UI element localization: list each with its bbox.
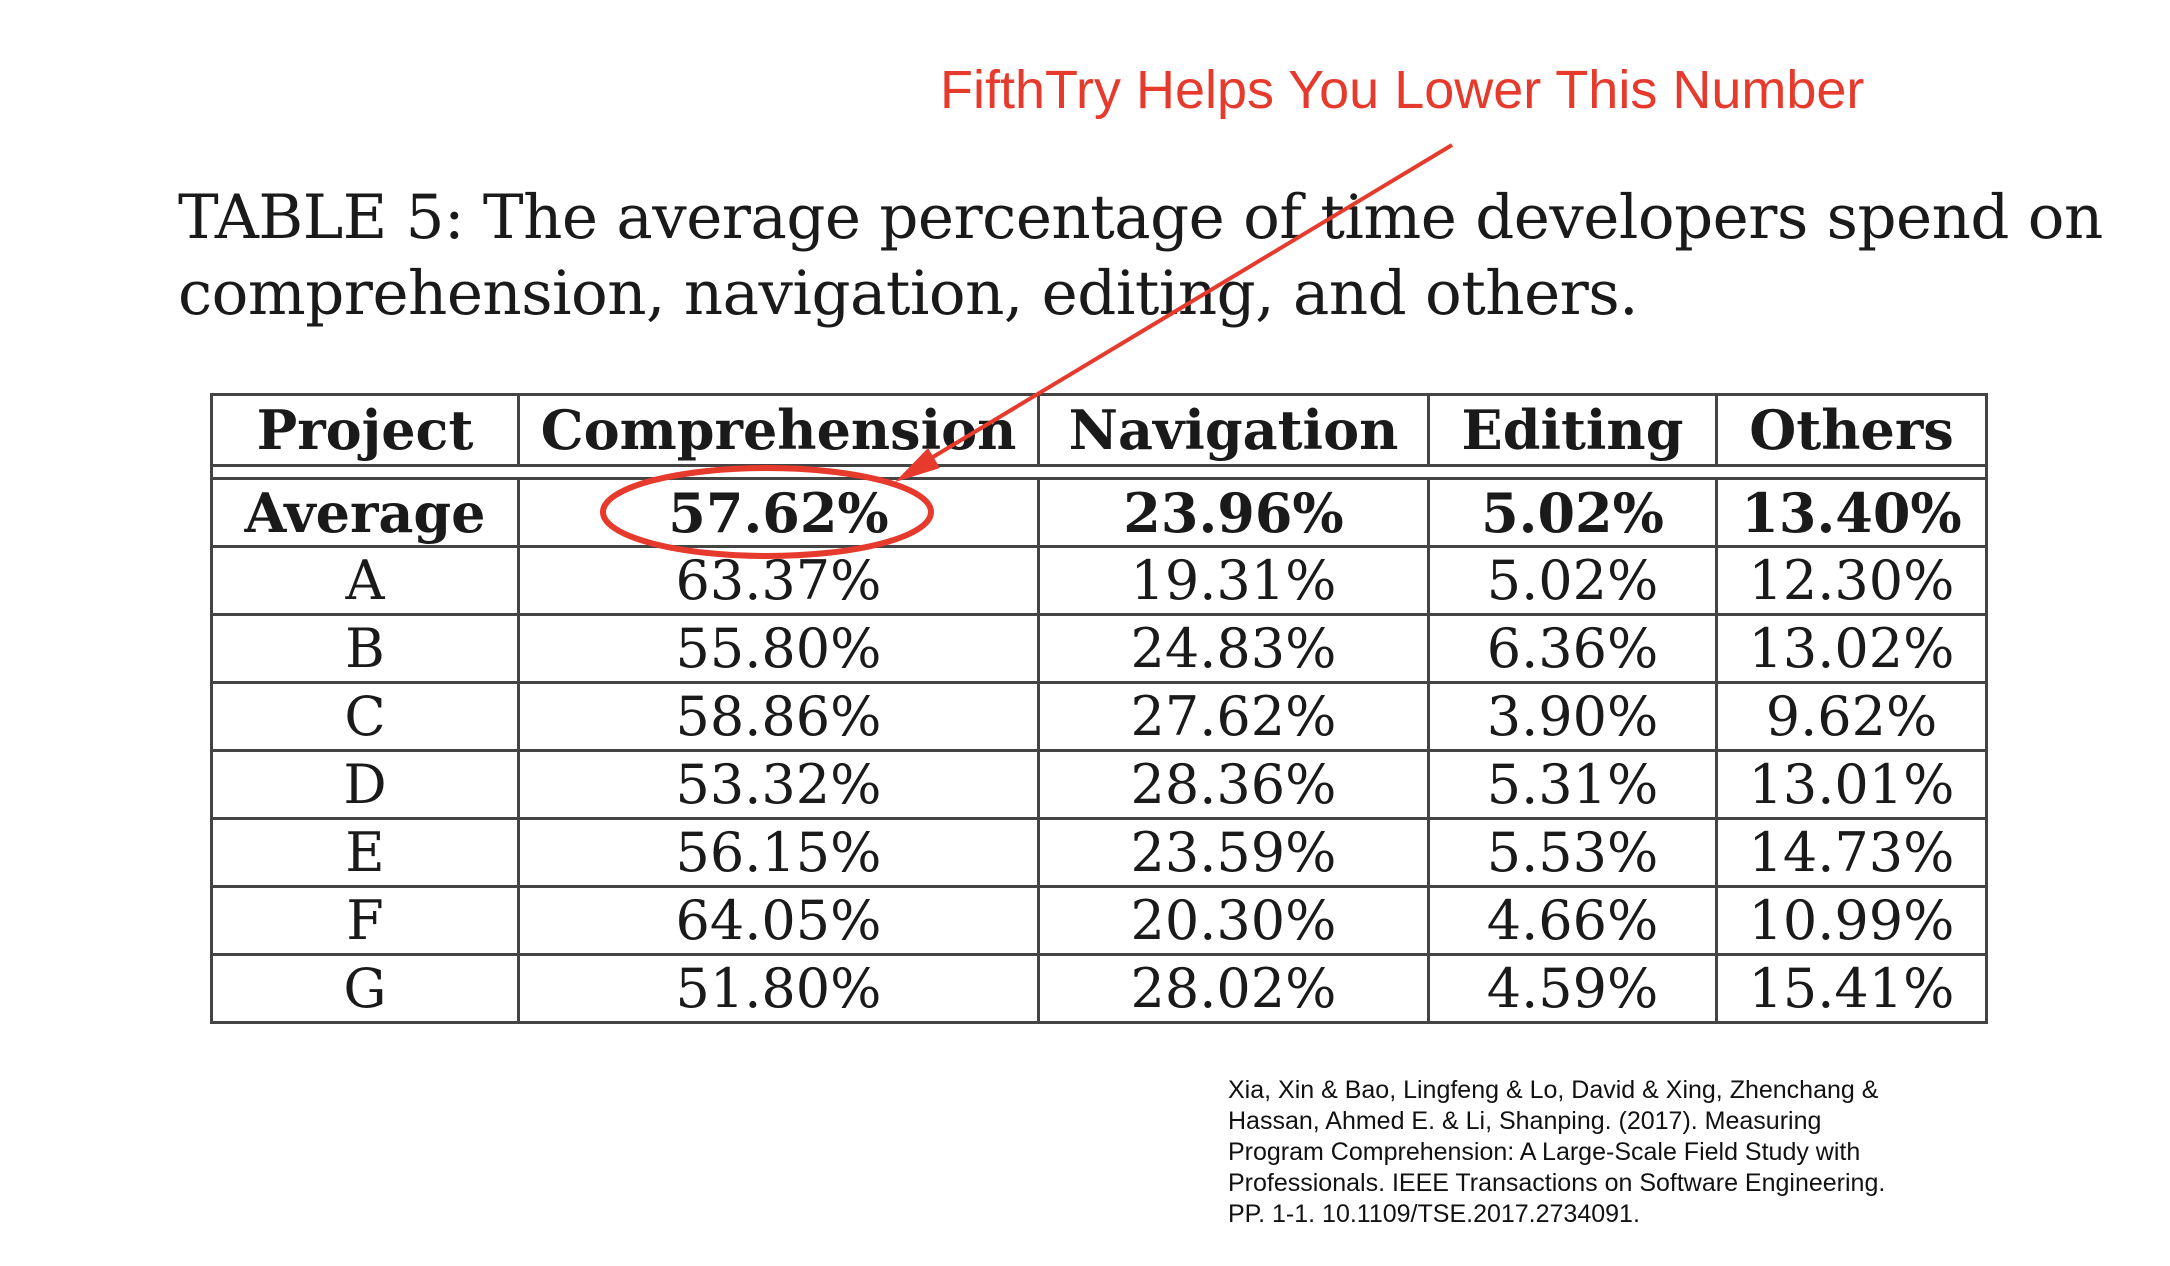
header-others: Others — [1715, 393, 1988, 467]
cell-project: F — [210, 885, 520, 956]
table-row: E 56.15% 23.59% 5.53% 14.73% — [210, 817, 1988, 888]
caption-line-1: TABLE 5: The average percentage of time … — [178, 182, 2103, 253]
annotation-text: FifthTry Helps You Lower This Number — [940, 60, 1865, 120]
table-row: B 55.80% 24.83% 6.36% 13.02% — [210, 613, 1988, 684]
cell-project: B — [210, 613, 520, 684]
cell-others: 13.02% — [1715, 613, 1988, 684]
header-gap — [210, 464, 1988, 480]
citation-line: PP. 1-1. 10.1109/TSE.2017.2734091. — [1228, 1200, 1640, 1228]
cell-editing: 5.02% — [1427, 545, 1718, 616]
cell-navigation: 20.30% — [1037, 885, 1430, 956]
table-row: A 63.37% 19.31% 5.02% 12.30% — [210, 545, 1988, 616]
header-project: Project — [210, 393, 520, 467]
average-editing: 5.02% — [1427, 477, 1718, 548]
cell-project: G — [210, 953, 520, 1024]
project-rows: A 63.37% 19.31% 5.02% 12.30% B 55.80% 24.83% 6.3… — [210, 545, 1988, 1024]
cell-others: 9.62% — [1715, 681, 1988, 752]
cell-others: 10.99% — [1715, 885, 1988, 956]
cell-others: 14.73% — [1715, 817, 1988, 888]
cell-comprehension: 51.80% — [517, 953, 1040, 1024]
cell-project: D — [210, 749, 520, 820]
table-row: C 58.86% 27.62% 3.90% 9.62% — [210, 681, 1988, 752]
caption-line-2: comprehension, navigation, editing, and … — [178, 258, 1639, 329]
cell-navigation: 28.36% — [1037, 749, 1430, 820]
header-editing: Editing — [1427, 393, 1718, 467]
cell-comprehension: 55.80% — [517, 613, 1040, 684]
citation: Xia, Xin & Bao, Lingfeng & Lo, David & X… — [1228, 1075, 1988, 1230]
table-caption: TABLE 5: The average percentage of time … — [178, 180, 2103, 332]
cell-navigation: 23.59% — [1037, 817, 1430, 888]
cell-editing: 4.66% — [1427, 885, 1718, 956]
average-row: Average 57.62% 23.96% 5.02% 13.40% — [210, 477, 1988, 548]
cell-others: 13.01% — [1715, 749, 1988, 820]
cell-comprehension: 63.37% — [517, 545, 1040, 616]
citation-line: Program Comprehension: A Large-Scale Fie… — [1228, 1138, 1861, 1166]
cell-comprehension: 64.05% — [517, 885, 1040, 956]
citation-line: Professionals. IEEE Transactions on Soft… — [1228, 1169, 1886, 1197]
results-table-wrap: Project Comprehension Navigation Editing… — [210, 393, 1988, 1024]
cell-navigation: 27.62% — [1037, 681, 1430, 752]
cell-navigation: 28.02% — [1037, 953, 1430, 1024]
cell-comprehension: 56.15% — [517, 817, 1040, 888]
cell-project: A — [210, 545, 520, 616]
cell-navigation: 24.83% — [1037, 613, 1430, 684]
cell-others: 15.41% — [1715, 953, 1988, 1024]
results-table: Project Comprehension Navigation Editing… — [210, 393, 1988, 1024]
header-row: Project Comprehension Navigation Editing… — [210, 393, 1988, 467]
citation-line: Xia, Xin & Bao, Lingfeng & Lo, David & X… — [1228, 1076, 1879, 1104]
table-row: D 53.32% 28.36% 5.31% 13.01% — [210, 749, 1988, 820]
cell-project: E — [210, 817, 520, 888]
header-comprehension: Comprehension — [517, 393, 1040, 467]
table-row: F 64.05% 20.30% 4.66% 10.99% — [210, 885, 1988, 956]
cell-editing: 5.31% — [1427, 749, 1718, 820]
cell-editing: 4.59% — [1427, 953, 1718, 1024]
cell-navigation: 19.31% — [1037, 545, 1430, 616]
cell-editing: 6.36% — [1427, 613, 1718, 684]
citation-line: Hassan, Ahmed E. & Li, Shanping. (2017).… — [1228, 1107, 1822, 1135]
average-navigation: 23.96% — [1037, 477, 1430, 548]
cell-project: C — [210, 681, 520, 752]
cell-editing: 3.90% — [1427, 681, 1718, 752]
cell-others: 12.30% — [1715, 545, 1988, 616]
average-label: Average — [210, 477, 520, 548]
table-row: G 51.80% 28.02% 4.59% 15.41% — [210, 953, 1988, 1024]
average-comprehension: 57.62% — [517, 477, 1040, 548]
cell-editing: 5.53% — [1427, 817, 1718, 888]
cell-comprehension: 53.32% — [517, 749, 1040, 820]
average-others: 13.40% — [1715, 477, 1988, 548]
header-navigation: Navigation — [1037, 393, 1430, 467]
cell-comprehension: 58.86% — [517, 681, 1040, 752]
